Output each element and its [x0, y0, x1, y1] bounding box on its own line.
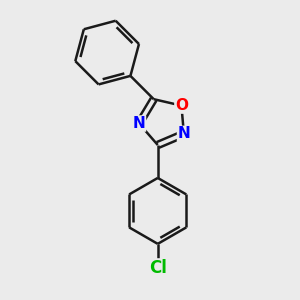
Text: N: N [133, 116, 146, 131]
Text: Cl: Cl [149, 259, 167, 277]
Text: O: O [175, 98, 188, 113]
Text: N: N [178, 126, 190, 141]
